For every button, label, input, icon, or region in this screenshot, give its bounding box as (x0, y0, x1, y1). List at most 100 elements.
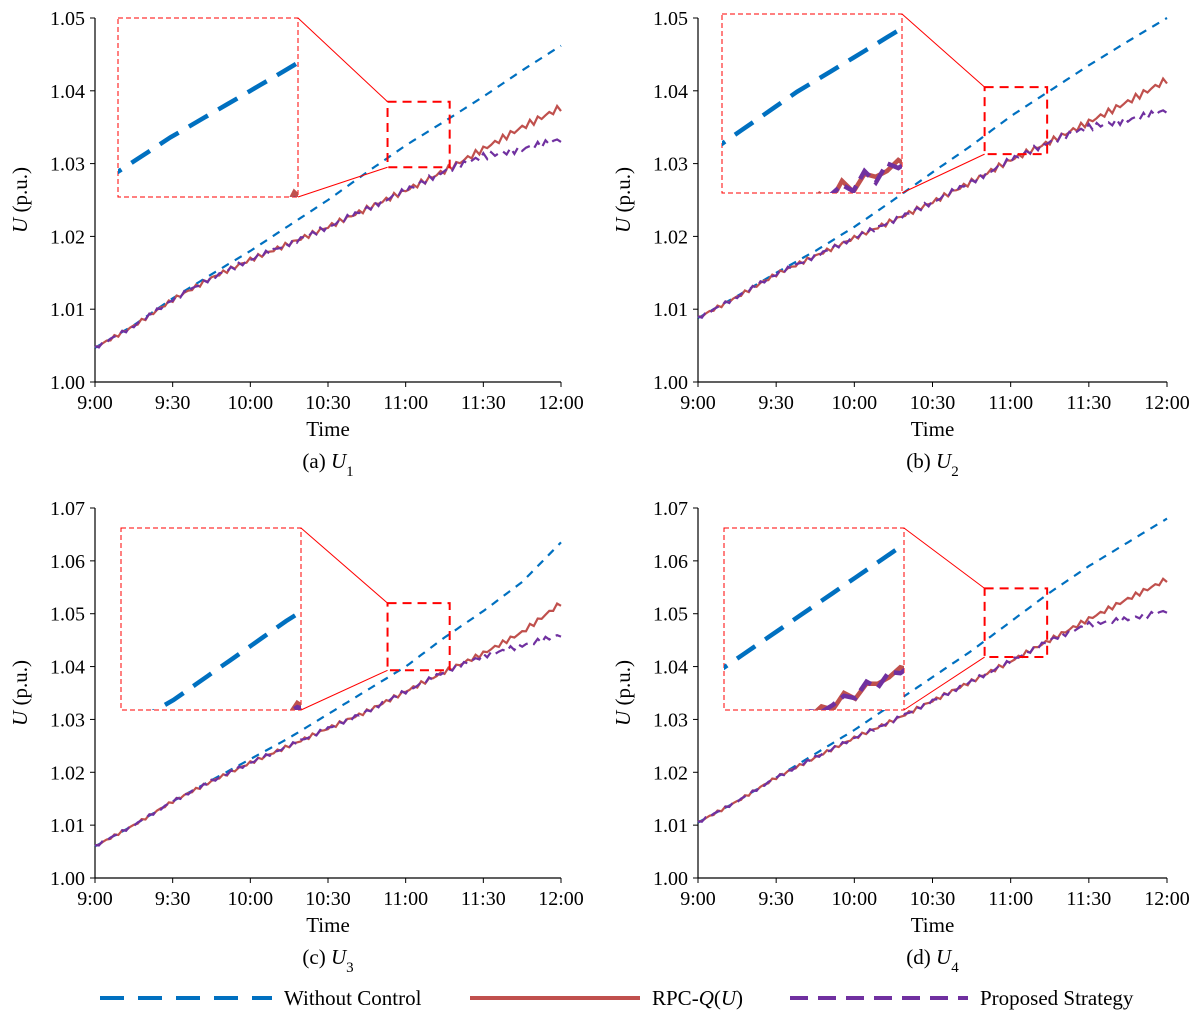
zoom-connector-bottom (300, 669, 388, 711)
x-tick-label: 10:00 (228, 392, 274, 414)
zoom-inset-box (117, 17, 299, 198)
series-line-without-control (697, 17, 1168, 319)
inset-series-without-control (118, 60, 298, 175)
x-tick-label: 11:00 (988, 888, 1033, 910)
y-tick-label: 1.03 (50, 709, 85, 731)
caption-variable: U (331, 449, 348, 473)
x-axis-title: Time (306, 417, 350, 441)
x-tick-label: 12:00 (1144, 888, 1190, 910)
caption-variable: U (331, 945, 348, 969)
caption-prefix: (c) (302, 945, 331, 969)
caption-subscript: 2 (951, 464, 959, 480)
x-axis-title: Time (911, 913, 955, 937)
x-tick-label: 9:30 (758, 392, 794, 414)
x-tick-label: 11:30 (1066, 888, 1111, 910)
y-tick-label: 1.00 (653, 372, 688, 394)
x-tick-label: 10:30 (305, 392, 351, 414)
x-tick-label: 9:00 (77, 392, 113, 414)
x-tick-label: 12:00 (538, 392, 584, 414)
y-axis-unit: (p.u.) (8, 167, 32, 218)
x-tick-label: 11:00 (988, 392, 1033, 414)
x-tick-label: 9:30 (155, 888, 191, 910)
caption-variable: U (936, 945, 953, 969)
y-axis-variable: U (8, 709, 32, 726)
chart-panels: 1.00 1.01 1.02 1.03 1.04 1.05 9:00 9:30 10:00 10:… (8, 8, 1190, 976)
zoom-inset-plot (118, 60, 298, 197)
inset-series-rpc-q (817, 157, 902, 193)
zoom-connector-top (297, 17, 388, 103)
inset-series-rpc-q (289, 188, 298, 197)
chart-panel-1: 1.00 1.01 1.02 1.03 1.04 1.05 9:00 9:30 10:00 10:… (8, 8, 584, 480)
caption-prefix: (d) (906, 945, 936, 969)
x-tick-label: 11:30 (461, 888, 506, 910)
legend: Without Control RPC-Q(U) Proposed Strategy (100, 986, 1134, 1010)
caption-prefix: (a) (302, 449, 331, 473)
chart-panel-2: 1.00 1.01 1.02 1.03 1.04 1.05 9:00 9:30 10:00 10:… (611, 8, 1190, 480)
zoom-source-box (983, 587, 1049, 659)
x-tick-label: 9:00 (77, 888, 113, 910)
caption-subscript: 1 (346, 464, 354, 480)
y-tick-label: 1.04 (50, 657, 85, 679)
y-tick-label: 1.03 (653, 154, 688, 176)
y-tick-label: 1.04 (653, 81, 688, 103)
zoom-connector-bottom (903, 656, 985, 711)
x-tick-label: 10:30 (910, 888, 956, 910)
y-axis-title: U (p.u.) (8, 660, 32, 726)
series-line-proposed (94, 634, 562, 847)
panel-caption: (b) U2 (906, 449, 958, 480)
y-tick-label: 1.03 (50, 154, 85, 176)
panel-caption: (c) U3 (302, 945, 353, 976)
zoom-inset-plot (724, 541, 904, 710)
x-tick-label: 10:00 (228, 888, 274, 910)
series-line-proposed (697, 609, 1168, 823)
y-tick-label: 1.07 (50, 498, 85, 520)
y-axis-unit: (p.u.) (611, 167, 635, 218)
x-tick-label: 12:00 (538, 888, 584, 910)
zoom-inset-plot (722, 25, 902, 193)
caption-variable: U (936, 449, 953, 473)
y-tick-label: 1.03 (653, 709, 688, 731)
y-tick-label: 1.02 (50, 762, 85, 784)
x-tick-label: 10:30 (305, 888, 351, 910)
x-tick-label: 10:00 (832, 888, 878, 910)
x-tick-label: 11:30 (1066, 392, 1111, 414)
zoom-connector-top (901, 13, 985, 88)
y-tick-label: 1.00 (50, 372, 85, 394)
zoom-connector-bottom (901, 153, 985, 194)
y-tick-label: 1.07 (653, 498, 688, 520)
x-tick-label: 9:30 (155, 392, 191, 414)
y-tick-label: 1.06 (653, 551, 688, 573)
zoom-source-box (983, 86, 1049, 156)
y-tick-label: 1.02 (653, 226, 688, 248)
caption-subscript: 4 (951, 960, 959, 976)
y-tick-label: 1.02 (50, 226, 85, 248)
y-tick-label: 1.05 (50, 604, 85, 626)
panel-caption: (a) U1 (302, 449, 353, 480)
panel-caption: (d) U4 (906, 945, 959, 976)
y-axis-unit: (p.u.) (8, 660, 32, 711)
y-tick-label: 1.00 (50, 868, 85, 890)
x-tick-label: 9:30 (758, 888, 794, 910)
y-axis-variable: U (8, 216, 32, 233)
y-axis-title: U (p.u.) (8, 167, 32, 233)
x-tick-label: 12:00 (1144, 392, 1190, 414)
series-line-proposed (697, 109, 1168, 320)
series-line-rpc-q (94, 601, 562, 847)
x-tick-label: 11:30 (461, 392, 506, 414)
x-tick-label: 10:00 (832, 392, 878, 414)
y-axis-variable: U (611, 216, 635, 233)
y-axis-variable: U (611, 709, 635, 726)
series-line-rpc-q (697, 577, 1168, 823)
zoom-inset-box (120, 527, 302, 711)
zoom-connector-bottom (297, 166, 388, 198)
y-tick-label: 1.05 (653, 8, 688, 30)
legend-label-rpc-q: RPC-Q(U) (652, 986, 743, 1010)
caption-prefix: (b) (906, 449, 936, 473)
zoom-connector-top (903, 527, 985, 589)
inset-series-rpc-q (289, 699, 301, 710)
zoom-connector-top (300, 527, 388, 604)
series-line-proposed (94, 138, 562, 349)
x-tick-label: 10:30 (910, 392, 956, 414)
inset-series-without-control (151, 608, 301, 710)
